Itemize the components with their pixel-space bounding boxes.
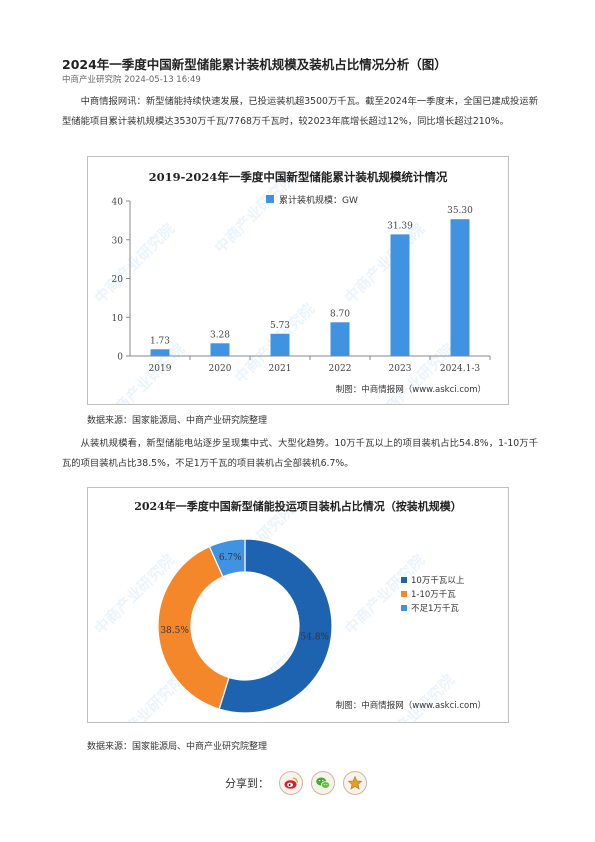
legend-label: 累计装机规模：GW [279,194,358,206]
bar [270,333,290,356]
bar-value-label: 3.28 [210,330,230,340]
favorite-star-icon [347,775,363,790]
watermark-text: 中商产业研究院 [341,220,428,307]
favorite-share-button[interactable] [343,771,367,795]
legend-label: 10万千瓦以上 [411,575,465,586]
x-tick-label: 2023 [389,364,412,374]
x-tick-label: 2020 [209,364,232,374]
donut-chart-container: 中商产业研究院中商产业研究院中商产业研究院中商产业研究院中商产业研究院中商产业研… [87,487,509,723]
watermark-text: 中商产业研究院 [101,671,188,722]
bar-value-label: 5.73 [270,321,290,331]
y-tick-label: 30 [112,236,124,246]
slice-label: 38.5% [160,626,189,636]
donut-slice [157,545,230,710]
donut-chart: 中商产业研究院中商产业研究院中商产业研究院中商产业研究院中商产业研究院中商产业研… [91,499,486,722]
slice-label: 6.7% [219,553,242,563]
bar [450,219,470,356]
source-note-2: 数据来源：国家能源局、中商产业研究院整理 [87,742,268,752]
y-tick-label: 20 [112,275,124,285]
legend-label: 不足1万千瓦 [411,603,459,614]
bar [330,322,350,356]
bar-chart-title: 2019-2024年一季度中国新型储能累计装机规模统计情况 [149,170,448,184]
legend-swatch [401,577,407,583]
share-bar: 分享到： [225,770,367,796]
slice-label: 54.8% [300,633,329,643]
bar-chart-container: 中商产业研究院中商产业研究院中商产业研究院中商产业研究院中商产业研究院中商产业研… [87,156,509,405]
article-paragraph-1: 中商情报网讯：新型储能持续快速发展，已投运装机超3500万千瓦。截至2024年一… [62,96,538,127]
donut-slice [208,538,246,578]
article-paragraph-2: 从装机规模看，新型储能电站逐步呈现集中式、大型化趋势。10万千瓦以上的项目装机占… [62,438,538,469]
chart-credit: 制图：中商情报网（www.askci.com） [336,700,486,711]
share-label: 分享到： [225,777,269,790]
weibo-share-button[interactable] [279,771,303,795]
y-tick-label: 40 [112,198,124,208]
bar-value-label: 31.39 [387,221,413,231]
article-meta: 中商产业研究院 2024-05-13 16:49 [62,75,201,85]
y-tick-label: 10 [112,314,124,324]
legend-swatch [401,605,407,611]
source-note-1: 数据来源：国家能源局、中商产业研究院整理 [87,416,268,426]
watermark-text: 中商产业研究院 [101,340,188,404]
legend-swatch [401,591,407,597]
watermark-text: 中商产业研究院 [371,671,458,722]
y-tick-label: 0 [117,353,123,363]
donut-chart-title: 2024年一季度中国新型储能投运项目装机占比情况（按装机规模） [134,499,462,513]
bar-value-label: 8.70 [330,309,350,319]
donut-slice [218,538,333,714]
x-tick-label: 2022 [329,364,352,374]
x-tick-label: 2019 [149,364,172,374]
wechat-share-button[interactable] [311,771,335,795]
bar-chart: 中商产业研究院中商产业研究院中商产业研究院中商产业研究院中商产业研究院中商产业研… [91,170,491,404]
x-tick-label: 2024.1-3 [440,364,481,374]
legend-swatch [266,195,274,203]
weibo-icon [284,777,299,789]
bar-value-label: 35.30 [447,206,473,216]
bar [210,343,230,356]
wechat-icon [316,777,331,789]
legend-label: 1-10万千瓦 [411,589,456,600]
article-title: 2024年一季度中国新型储能累计装机规模及装机占比情况分析（图） [62,57,447,72]
chart-credit: 制图：中商情报网（www.askci.com） [336,384,486,395]
watermark-text: 中商产业研究院 [91,220,178,307]
bar [390,234,410,356]
x-tick-label: 2021 [269,364,292,374]
bar [150,349,170,356]
bar-value-label: 1.73 [150,336,170,346]
